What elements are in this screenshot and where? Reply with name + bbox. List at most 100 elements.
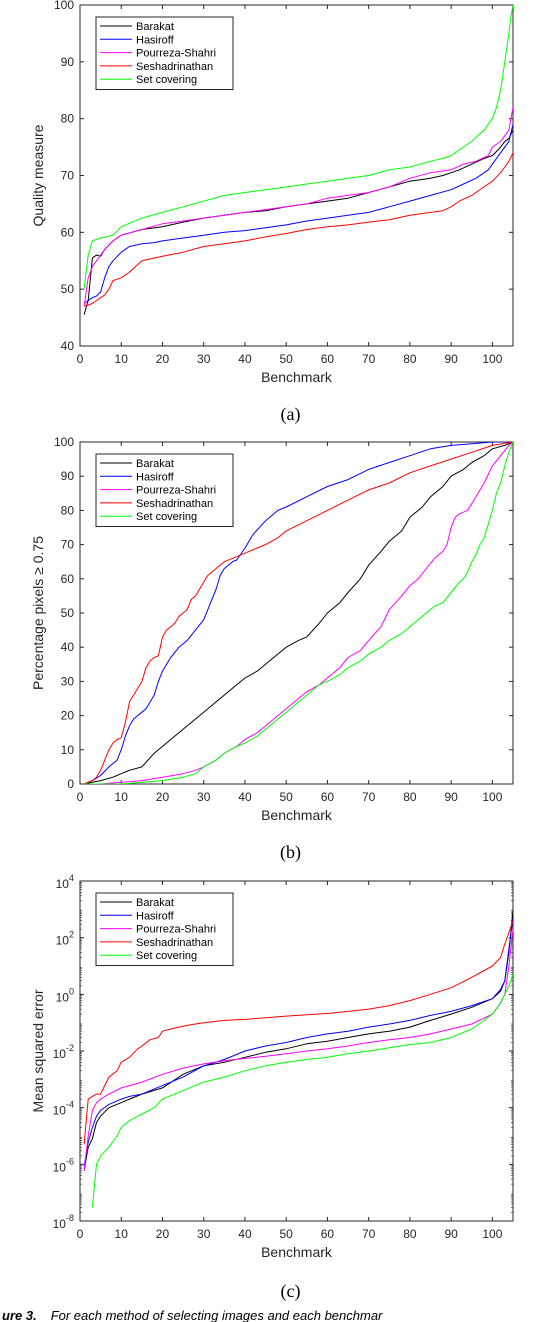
panel-label: (c) — [281, 1281, 301, 1302]
x-axis-label: Benchmark — [261, 1244, 333, 1260]
series-line-hasiroff — [83, 917, 513, 1168]
x-tick-label: 30 — [197, 790, 211, 804]
legend-entry: Barakat — [136, 21, 174, 33]
x-tick-label: 0 — [77, 1227, 84, 1241]
x-tick-label: 60 — [321, 1227, 335, 1241]
y-tick-label: 60 — [61, 225, 75, 239]
legend-box — [95, 16, 234, 90]
x-tick-label: 40 — [238, 1227, 252, 1241]
y-tick-label: 70 — [61, 169, 75, 183]
y-tick-label: 80 — [61, 503, 75, 517]
series-line-hasiroff — [83, 124, 513, 304]
x-tick-label: 40 — [238, 790, 252, 804]
y-tick-label: 20 — [61, 709, 75, 723]
legend-entry: Hasiroff — [136, 471, 175, 483]
x-tick-label: 50 — [280, 790, 294, 804]
legend-entry: Seshadrinathan — [136, 498, 213, 510]
y-tick-label: 10-6 — [53, 1156, 74, 1174]
legend-entry: Pourreza-Shahri — [136, 485, 216, 497]
y-tick-label: 10-2 — [53, 1043, 74, 1061]
x-tick-label: 20 — [156, 1227, 170, 1241]
x-tick-label: 90 — [444, 790, 458, 804]
panel-label: (b) — [280, 842, 301, 863]
series-lines — [83, 5, 513, 315]
series-line-seshadrinathan — [83, 152, 513, 307]
x-tick-label: 20 — [156, 352, 170, 366]
series-line-set-covering — [83, 5, 513, 290]
y-tick-label: 104 — [56, 873, 74, 891]
series-line-seshadrinathan — [83, 442, 513, 784]
y-tick-label: 50 — [61, 606, 75, 620]
x-tick-label: 10 — [115, 790, 129, 804]
x-tick-label: 100 — [482, 352, 502, 366]
caption-label: ure 3. — [2, 1308, 37, 1322]
x-tick-label: 50 — [280, 352, 294, 366]
y-tick-label: 100 — [56, 986, 74, 1004]
x-tick-label: 80 — [403, 1227, 417, 1241]
x-tick-label: 0 — [77, 352, 84, 366]
x-tick-label: 100 — [482, 790, 502, 804]
x-tick-label: 100 — [482, 1227, 502, 1241]
y-tick-label: 10 — [61, 743, 75, 757]
figure-caption: ure 3. For each method of selecting image… — [2, 1308, 383, 1322]
legend-box — [95, 453, 234, 527]
x-tick-label: 50 — [280, 1227, 294, 1241]
series-line-set-covering — [84, 442, 513, 784]
x-tick-label: 90 — [444, 352, 458, 366]
y-tick-label: 30 — [61, 674, 75, 688]
legend-box — [95, 892, 234, 966]
y-tick-label: 50 — [61, 282, 75, 296]
legend-entry: Set covering — [136, 511, 197, 523]
x-tick-label: 90 — [444, 1227, 458, 1241]
legend-entry: Barakat — [136, 897, 174, 909]
chart-3: 0 10 20 30 40 50 60 70 80 90 100 10-8 10-6 10-4 10-2 10… — [30, 873, 514, 1260]
x-tick-label: 20 — [156, 790, 170, 804]
x-tick-label: 60 — [321, 790, 335, 804]
y-tick-label: 10-8 — [53, 1213, 74, 1231]
y-tick-label: 10-4 — [53, 1100, 74, 1118]
chart-1: 0 10 20 30 40 50 60 70 80 90 100 40 50 60 70 80 90 100 Ben… — [30, 0, 514, 385]
x-tick-label: 80 — [403, 352, 417, 366]
legend-entry: Seshadrinathan — [136, 61, 213, 73]
legend-entry: Pourreza-Shahri — [136, 48, 216, 60]
x-tick-label: 70 — [362, 1227, 376, 1241]
legend-entry: Hasiroff — [136, 34, 175, 46]
caption-text: For each method of selecting images and … — [51, 1308, 383, 1322]
y-tick-label: 102 — [56, 930, 74, 948]
y-axis-label: Mean squared error — [30, 989, 46, 1112]
x-tick-label: 30 — [197, 352, 211, 366]
series-line-barakat — [83, 910, 513, 1171]
legend-entry: Set covering — [136, 74, 197, 86]
x-tick-label: 10 — [115, 1227, 129, 1241]
x-tick-label: 30 — [197, 1227, 211, 1241]
legend-entry: Hasiroff — [136, 910, 175, 922]
x-tick-label: 70 — [362, 790, 376, 804]
series-line-pourreza-shahri — [83, 107, 513, 307]
y-tick-label: 40 — [61, 339, 75, 353]
x-axis-label: Benchmark — [261, 369, 333, 385]
x-tick-label: 10 — [115, 352, 129, 366]
series-line-barakat — [83, 442, 513, 784]
x-tick-label: 70 — [362, 352, 376, 366]
legend-entry: Barakat — [136, 458, 174, 470]
legend-entry: Set covering — [136, 950, 197, 962]
panel-label: (a) — [281, 404, 301, 425]
y-axis-label: Percentage pixels ≥ 0.75 — [30, 536, 46, 690]
series-lines — [83, 910, 513, 1208]
x-tick-label: 80 — [403, 790, 417, 804]
x-axis-label: Benchmark — [261, 807, 333, 823]
series-line-hasiroff — [83, 442, 513, 784]
x-tick-label: 40 — [238, 352, 252, 366]
y-tick-label: 100 — [54, 435, 74, 449]
x-tick-label: 0 — [77, 790, 84, 804]
y-tick-label: 90 — [61, 469, 75, 483]
y-tick-label: 40 — [61, 640, 75, 654]
series-line-pourreza-shahri — [83, 929, 513, 1171]
legend-entry: Seshadrinathan — [136, 937, 213, 949]
y-tick-label: 70 — [61, 538, 75, 552]
series-line-set-covering — [91, 974, 513, 1208]
